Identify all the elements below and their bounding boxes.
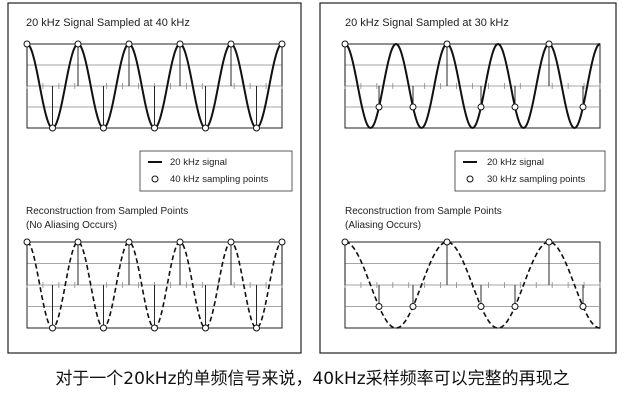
sample-point [202, 324, 209, 332]
sample-point [227, 40, 235, 48]
reconstruction-note: (No Aliasing Occurs) [26, 220, 117, 231]
signal-curve [344, 42, 601, 129]
sample-point [100, 324, 107, 332]
legend-sampling-label: 30 kHz sampling points [487, 174, 585, 185]
legend: 20 kHz signal 40 kHz sampling points [139, 150, 293, 192]
sample-point [477, 303, 485, 310]
signal-plot [341, 40, 601, 129]
sample-point [151, 124, 158, 132]
panel-frame [319, 2, 617, 354]
sample-point [49, 124, 56, 132]
legend-box [139, 150, 293, 192]
sample-point [545, 238, 553, 246]
sample-point [74, 238, 82, 246]
sample-point [443, 238, 451, 246]
sample-point [409, 303, 417, 310]
sample-point [511, 303, 519, 310]
signal-plot [23, 40, 286, 132]
reconstruction-plot [341, 238, 601, 329]
sample-point [202, 124, 209, 132]
legend-signal-label: 20 kHz signal [170, 157, 227, 168]
legend-signal-label: 20 kHz signal [487, 157, 544, 168]
sample-point [253, 124, 260, 132]
legend-circle-marker-icon [466, 175, 474, 183]
sample-point [125, 238, 133, 246]
panel-title: 20 kHz Signal Sampled at 30 kHz [345, 17, 509, 29]
sample-point [227, 238, 235, 246]
sample-point [125, 40, 133, 48]
sample-point [100, 124, 107, 132]
sample-point [409, 103, 417, 111]
sample-point [23, 40, 31, 48]
reconstruction-plot [23, 238, 286, 332]
sample-point [341, 238, 349, 246]
sample-point [443, 40, 451, 48]
sample-point [74, 40, 82, 48]
legend-box [454, 150, 606, 192]
sample-point [278, 238, 286, 246]
reconstruction-note: (Aliasing Occurs) [345, 220, 421, 231]
sample-point [477, 103, 485, 111]
sample-point [341, 40, 349, 48]
legend-circle-marker-icon [151, 175, 159, 183]
sample-point [278, 40, 286, 48]
sample-point [253, 324, 260, 332]
sample-point [49, 324, 56, 332]
sample-point [545, 40, 553, 48]
panel-frame [7, 2, 302, 354]
sample-point [511, 103, 519, 111]
panel-40khz: 20 kHz Signal Sampled at 40 kHz 20 kHz s… [7, 2, 302, 354]
reconstruction-title: Reconstruction from Sample Points [345, 206, 502, 217]
legend: 20 kHz signal 30 kHz sampling points [454, 150, 606, 192]
caption: 对于一个20kHz的单频信号来说，40kHz采样频率可以完整的再现之 [55, 369, 570, 389]
sample-point [151, 324, 158, 332]
sample-point [375, 303, 383, 310]
sample-point [176, 238, 184, 246]
sample-point [176, 40, 184, 48]
sample-point [23, 238, 31, 246]
sample-point [579, 103, 587, 111]
sample-point [579, 303, 587, 310]
panel-30khz: 20 kHz Signal Sampled at 30 kHz 20 kHz s… [319, 2, 617, 354]
sample-point [375, 103, 383, 111]
legend-sampling-label: 40 kHz sampling points [170, 174, 268, 185]
panel-title: 20 kHz Signal Sampled at 40 kHz [26, 17, 190, 29]
aliased-curve [344, 241, 601, 329]
reconstruction-title: Reconstruction from Sampled Points [26, 206, 188, 217]
